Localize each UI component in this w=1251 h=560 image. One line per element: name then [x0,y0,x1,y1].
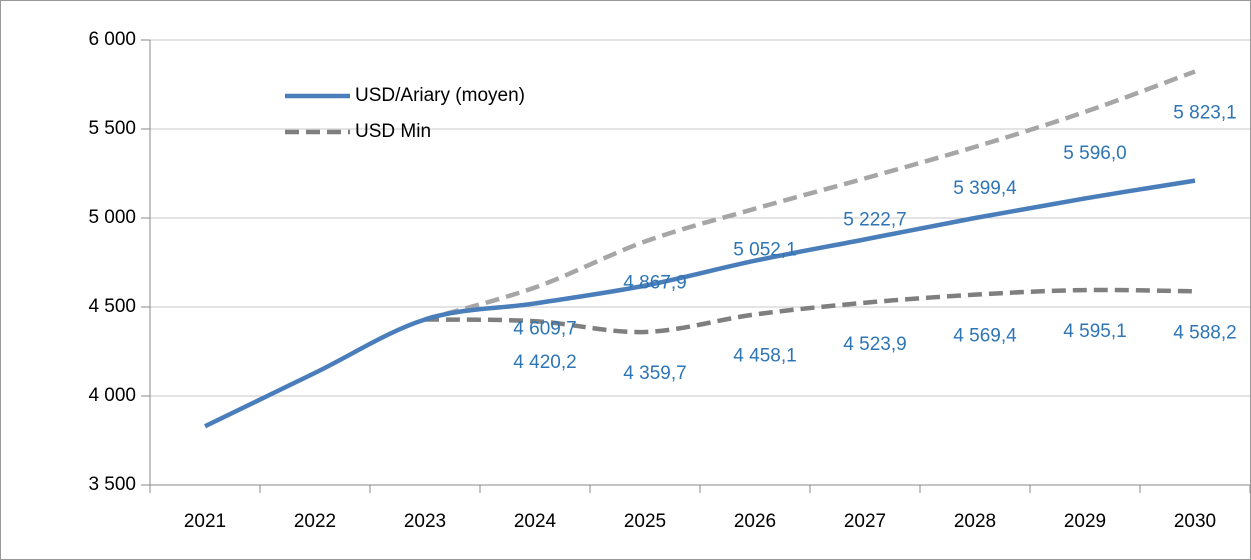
x-tick-label: 2030 [1174,511,1216,532]
data-label: 4 569,4 [953,326,1017,347]
data-label: 4 588,2 [1173,322,1236,343]
legend-label: USD/Ariary (moyen) [355,85,525,106]
x-tick-label: 2029 [1064,511,1106,532]
data-label: 4 595,1 [1063,321,1126,342]
x-tick-label: 2023 [404,511,446,532]
x-tick-label: 2025 [624,511,666,532]
y-tick-label: 5 000 [88,207,136,228]
data-label: 4 420,2 [513,352,576,373]
x-tick-label: 2024 [514,511,557,532]
y-tick-label: 6 000 [88,29,136,50]
x-tick-label: 2027 [844,511,886,532]
data-label: 5 399,4 [953,178,1017,199]
data-label: 5 052,1 [733,240,796,261]
data-label: 5 596,0 [1063,143,1126,164]
y-tick-label: 3 500 [88,474,136,495]
x-tick-label: 2028 [954,511,996,532]
data-label: 4 867,9 [623,273,686,294]
series-line [424,69,1196,322]
x-tick-label: 2022 [294,511,336,532]
x-tick-label: 2026 [734,511,776,532]
legend-label: USD Min [355,121,431,142]
y-tick-label: 5 500 [88,118,136,139]
data-label: 5 222,7 [843,209,906,230]
y-tick-label: 4 000 [88,385,136,406]
y-tick-label: 4 500 [88,296,136,317]
data-label: 4 458,1 [733,345,796,366]
data-label: 4 359,7 [623,363,686,384]
x-tick-label: 2021 [184,511,226,532]
series-line [424,287,1196,335]
series-line [204,178,1196,429]
data-label: 4 609,7 [513,318,576,339]
data-label: 4 523,9 [843,334,906,355]
data-label: 5 823,1 [1173,103,1236,124]
